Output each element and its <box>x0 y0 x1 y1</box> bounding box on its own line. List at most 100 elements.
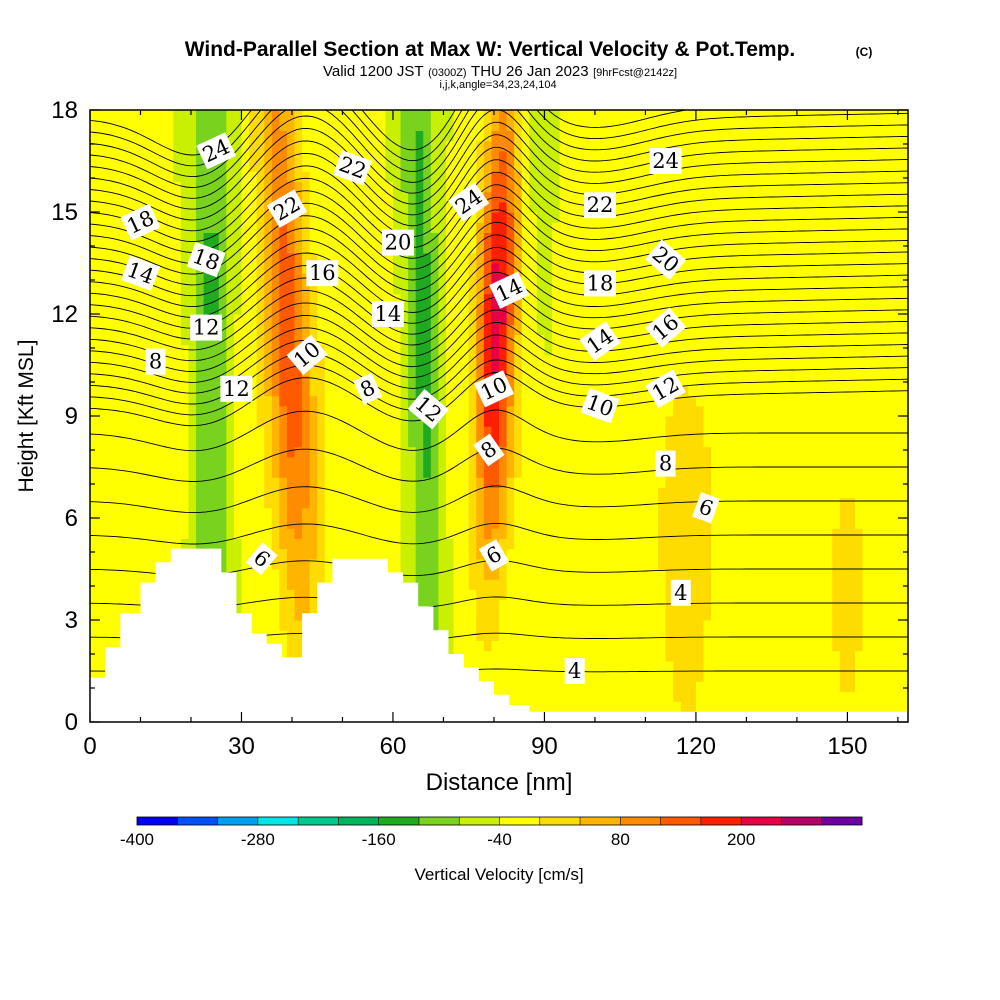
velocity-cell <box>544 232 553 244</box>
velocity-cell <box>438 120 447 131</box>
velocity-cell <box>309 589 318 601</box>
velocity-cell <box>597 130 606 142</box>
velocity-cell <box>196 446 205 458</box>
velocity-cell <box>589 242 599 254</box>
velocity-cell <box>552 405 561 417</box>
velocity-cell <box>521 314 530 325</box>
velocity-cell <box>499 354 508 366</box>
velocity-cell <box>196 487 205 499</box>
velocity-cell <box>385 436 394 448</box>
velocity-cell <box>552 548 561 560</box>
velocity-cell <box>711 436 720 448</box>
velocity-cell <box>90 263 99 274</box>
velocity-cell <box>97 477 106 488</box>
velocity-cell <box>203 518 212 529</box>
velocity-cell <box>491 314 500 325</box>
velocity-cell <box>453 222 462 233</box>
velocity-cell <box>536 201 546 213</box>
velocity-cell <box>529 497 538 509</box>
velocity-cell <box>445 161 455 172</box>
velocity-cell <box>218 344 227 356</box>
velocity-cell <box>514 150 523 162</box>
velocity-cell <box>491 630 500 641</box>
velocity-cell <box>605 303 614 315</box>
velocity-cell <box>309 405 318 417</box>
velocity-cell <box>256 436 265 448</box>
velocity-cell <box>408 314 417 325</box>
velocity-cell <box>165 303 174 315</box>
velocity-cell <box>438 263 447 274</box>
velocity-cell <box>574 161 583 172</box>
velocity-cell <box>309 548 318 560</box>
velocity-cell <box>120 181 129 193</box>
velocity-cell <box>385 252 394 264</box>
velocity-cell <box>711 558 720 570</box>
velocity-cell <box>529 273 538 284</box>
velocity-cell <box>355 314 364 325</box>
velocity-cell <box>105 487 114 499</box>
velocity-cell <box>271 579 280 590</box>
velocity-cell <box>370 456 379 468</box>
velocity-cell <box>673 528 682 539</box>
velocity-cell <box>211 385 220 397</box>
velocity-cell <box>688 650 697 662</box>
velocity-cell <box>120 232 129 244</box>
velocity-cell <box>256 314 265 325</box>
velocity-cell <box>385 405 394 417</box>
velocity-cell <box>135 589 144 601</box>
velocity-cell <box>180 477 190 488</box>
velocity-cell <box>536 273 546 284</box>
velocity-cell <box>476 558 485 570</box>
velocity-cell <box>695 314 705 325</box>
velocity-cell <box>264 528 273 539</box>
velocity-cell <box>97 660 106 672</box>
velocity-cell <box>324 395 333 407</box>
velocity-cell <box>90 436 99 448</box>
velocity-cell <box>506 497 515 509</box>
velocity-cell <box>370 110 379 121</box>
velocity-cell <box>324 314 333 325</box>
velocity-cell <box>362 181 371 193</box>
velocity-cell <box>514 426 523 437</box>
velocity-cell <box>589 252 599 264</box>
velocity-cell <box>544 252 553 264</box>
velocity-cell <box>264 599 273 611</box>
velocity-cell <box>552 467 561 478</box>
velocity-cell <box>264 609 273 621</box>
velocity-cell <box>642 120 652 131</box>
velocity-cell <box>188 385 197 397</box>
velocity-cell <box>703 416 712 427</box>
velocity-cell <box>567 365 576 376</box>
velocity-cell <box>241 303 250 315</box>
velocity-cell <box>658 671 667 682</box>
velocity-cell <box>309 436 318 448</box>
velocity-cell <box>711 212 720 223</box>
velocity-cell <box>211 487 220 499</box>
velocity-cell <box>703 385 712 397</box>
velocity-cell <box>256 538 265 550</box>
velocity-cell <box>430 436 439 448</box>
velocity-cell <box>355 518 364 529</box>
velocity-cell <box>483 589 493 601</box>
velocity-cell <box>468 589 477 601</box>
velocity-cell <box>567 518 576 529</box>
velocity-cell <box>241 150 250 162</box>
velocity-cell <box>158 242 167 254</box>
velocity-cell <box>635 212 644 223</box>
velocity-cell <box>612 181 621 193</box>
velocity-cell <box>445 314 455 325</box>
velocity-cell <box>536 518 546 529</box>
velocity-cell <box>445 620 455 631</box>
velocity-cell <box>173 487 182 499</box>
velocity-cell <box>415 375 424 386</box>
velocity-cell <box>438 569 447 580</box>
velocity-cell <box>279 181 288 193</box>
velocity-cell <box>680 365 689 376</box>
velocity-cell <box>703 354 712 366</box>
velocity-cell <box>339 487 349 499</box>
velocity-cell <box>589 303 599 315</box>
velocity-cell <box>97 354 106 366</box>
velocity-cell <box>529 507 538 519</box>
velocity-cell <box>680 303 689 315</box>
velocity-cell <box>544 303 553 315</box>
